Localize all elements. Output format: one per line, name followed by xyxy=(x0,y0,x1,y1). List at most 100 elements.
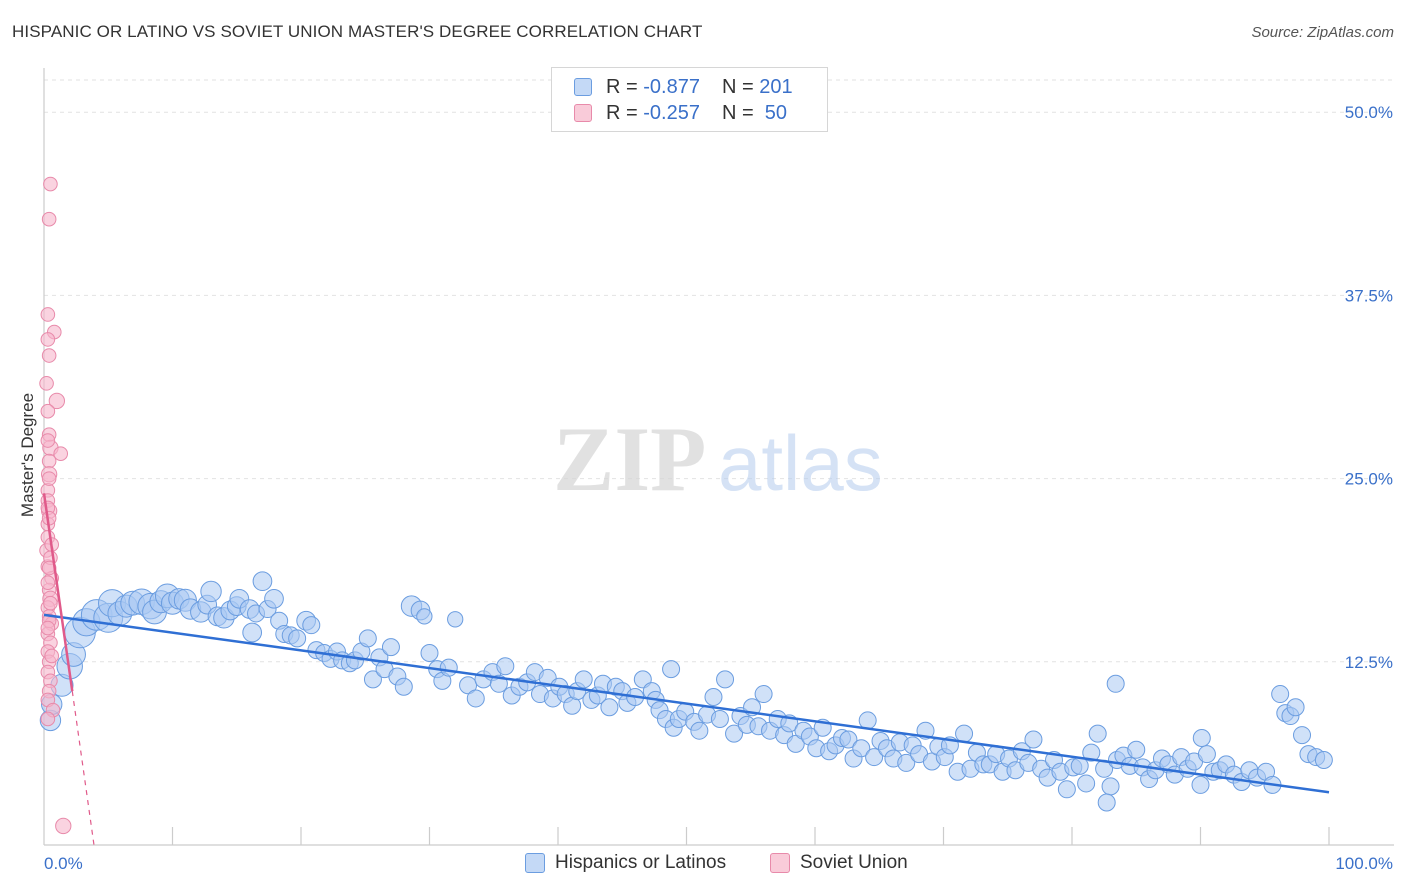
data-point-soviet xyxy=(40,575,56,590)
data-point-soviet xyxy=(40,332,56,347)
data-point-hispanic xyxy=(852,739,871,758)
trend-lines xyxy=(42,493,1330,846)
stats-swatch-soviet xyxy=(574,104,592,122)
data-point-hispanic xyxy=(1024,730,1043,749)
data-point-soviet xyxy=(48,392,65,410)
data-point-hispanic xyxy=(252,571,273,592)
tick-labels: 12.5% 25.0% 37.5% 50.0% 0.0% 100.0% xyxy=(44,103,1393,873)
stats-row-hispanic: R = -0.877 N = 201 xyxy=(574,74,793,100)
data-point-hispanic xyxy=(754,685,773,704)
trend-line-hispanic xyxy=(43,613,1330,794)
data-point-hispanic xyxy=(1197,745,1216,764)
legend-label-soviet: Soviet Union xyxy=(800,852,908,873)
y-axis-label: Master's Degree xyxy=(18,392,37,518)
data-point-hispanic xyxy=(416,608,433,625)
y-tick-label: 25.0% xyxy=(1345,470,1393,489)
grid-lines xyxy=(44,79,1394,663)
data-point-hispanic xyxy=(716,670,735,689)
watermark-atlas: atlas xyxy=(718,419,883,507)
data-point-hispanic xyxy=(459,676,478,695)
data-point-hispanic xyxy=(264,588,284,609)
data-point-hispanic xyxy=(1192,729,1211,748)
stats-row-soviet: R = -0.257 N = 50 xyxy=(574,100,787,126)
data-point-hispanic xyxy=(439,658,458,677)
data-point-soviet xyxy=(41,471,57,486)
data-point-soviet xyxy=(41,453,57,469)
stats-n-label: N = xyxy=(721,101,754,124)
data-point-hispanic xyxy=(955,724,974,743)
data-point-soviet xyxy=(41,348,57,363)
stats-r-value: -0.257 xyxy=(643,101,700,124)
data-point-hispanic xyxy=(1088,724,1107,743)
data-point-hispanic xyxy=(1097,793,1116,812)
data-point-hispanic xyxy=(363,670,382,689)
data-point-hispanic xyxy=(1191,775,1210,794)
data-point-hispanic xyxy=(1106,674,1125,693)
data-point-hispanic xyxy=(466,689,485,708)
data-point-hispanic xyxy=(302,616,321,635)
source-label: Source: ZipAtlas.com xyxy=(1251,24,1394,41)
watermark-zip: ZIP xyxy=(553,408,706,510)
data-point-hispanic xyxy=(288,629,307,648)
data-point-soviet xyxy=(55,817,72,835)
y-tick-label: 37.5% xyxy=(1345,286,1393,305)
legend-swatch-hispanic xyxy=(525,853,545,873)
data-point-soviet xyxy=(43,176,58,192)
data-point-hispanic xyxy=(1127,740,1146,759)
stats-box: R = -0.877 N = 201 R = -0.257 N = 50 xyxy=(551,67,828,132)
hispanic-points xyxy=(39,571,1333,812)
data-point-hispanic xyxy=(447,611,464,628)
trend-line-soviet-extension xyxy=(71,691,95,846)
data-point-hispanic xyxy=(381,638,400,657)
data-point-soviet xyxy=(53,446,69,462)
data-point-hispanic xyxy=(897,753,916,772)
data-point-hispanic xyxy=(600,698,619,717)
x-tick-label: 0.0% xyxy=(44,854,83,873)
data-point-hispanic xyxy=(1286,698,1305,717)
stats-r-value: -0.877 xyxy=(643,75,700,98)
data-point-hispanic xyxy=(710,709,729,728)
data-point-soviet xyxy=(41,211,57,227)
data-point-soviet xyxy=(44,648,60,664)
stats-r-label: R = xyxy=(606,101,638,124)
data-point-hispanic xyxy=(200,580,222,603)
stats-n-value: 201 xyxy=(759,75,793,98)
data-point-hispanic xyxy=(1314,751,1333,769)
data-point-hispanic xyxy=(662,660,681,679)
data-point-soviet xyxy=(40,403,56,419)
chart-title: HISPANIC OR LATINO VS SOVIET UNION MASTE… xyxy=(12,22,703,41)
data-point-hispanic xyxy=(839,730,858,749)
data-point-hispanic xyxy=(1101,777,1120,796)
y-tick-label: 12.5% xyxy=(1345,653,1393,672)
data-point-hispanic xyxy=(1293,726,1312,745)
data-point-hispanic xyxy=(786,734,805,753)
data-point-hispanic xyxy=(242,622,263,643)
legend-swatch-soviet xyxy=(770,853,790,873)
data-point-hispanic xyxy=(420,644,439,663)
stats-swatch-hispanic xyxy=(574,78,592,96)
data-point-hispanic xyxy=(725,724,744,743)
legend-label-hispanic: Hispanics or Latinos xyxy=(555,852,727,873)
data-point-hispanic xyxy=(489,674,508,693)
x-tick-label: 100.0% xyxy=(1335,854,1393,873)
data-point-soviet xyxy=(40,620,56,636)
data-point-hispanic xyxy=(1271,685,1290,704)
data-point-hispanic xyxy=(858,711,877,730)
data-point-soviet xyxy=(43,595,58,611)
data-point-hispanic xyxy=(865,748,884,767)
stats-n-value: 50 xyxy=(764,101,788,124)
data-point-hispanic xyxy=(690,721,709,740)
data-point-hispanic xyxy=(1082,743,1101,762)
data-point-hispanic xyxy=(496,657,515,676)
legend-item-hispanic[interactable]: Hispanics or Latinos xyxy=(525,852,726,874)
legend-item-soviet[interactable]: Soviet Union xyxy=(770,852,908,874)
data-point-hispanic xyxy=(394,677,413,696)
y-tick-label: 50.0% xyxy=(1345,103,1393,122)
stats-n-label: N = xyxy=(721,75,754,98)
axes xyxy=(43,68,1394,846)
data-point-hispanic xyxy=(574,670,593,689)
data-point-soviet xyxy=(40,711,56,727)
data-point-soviet xyxy=(39,376,54,391)
data-point-hispanic xyxy=(704,687,723,706)
